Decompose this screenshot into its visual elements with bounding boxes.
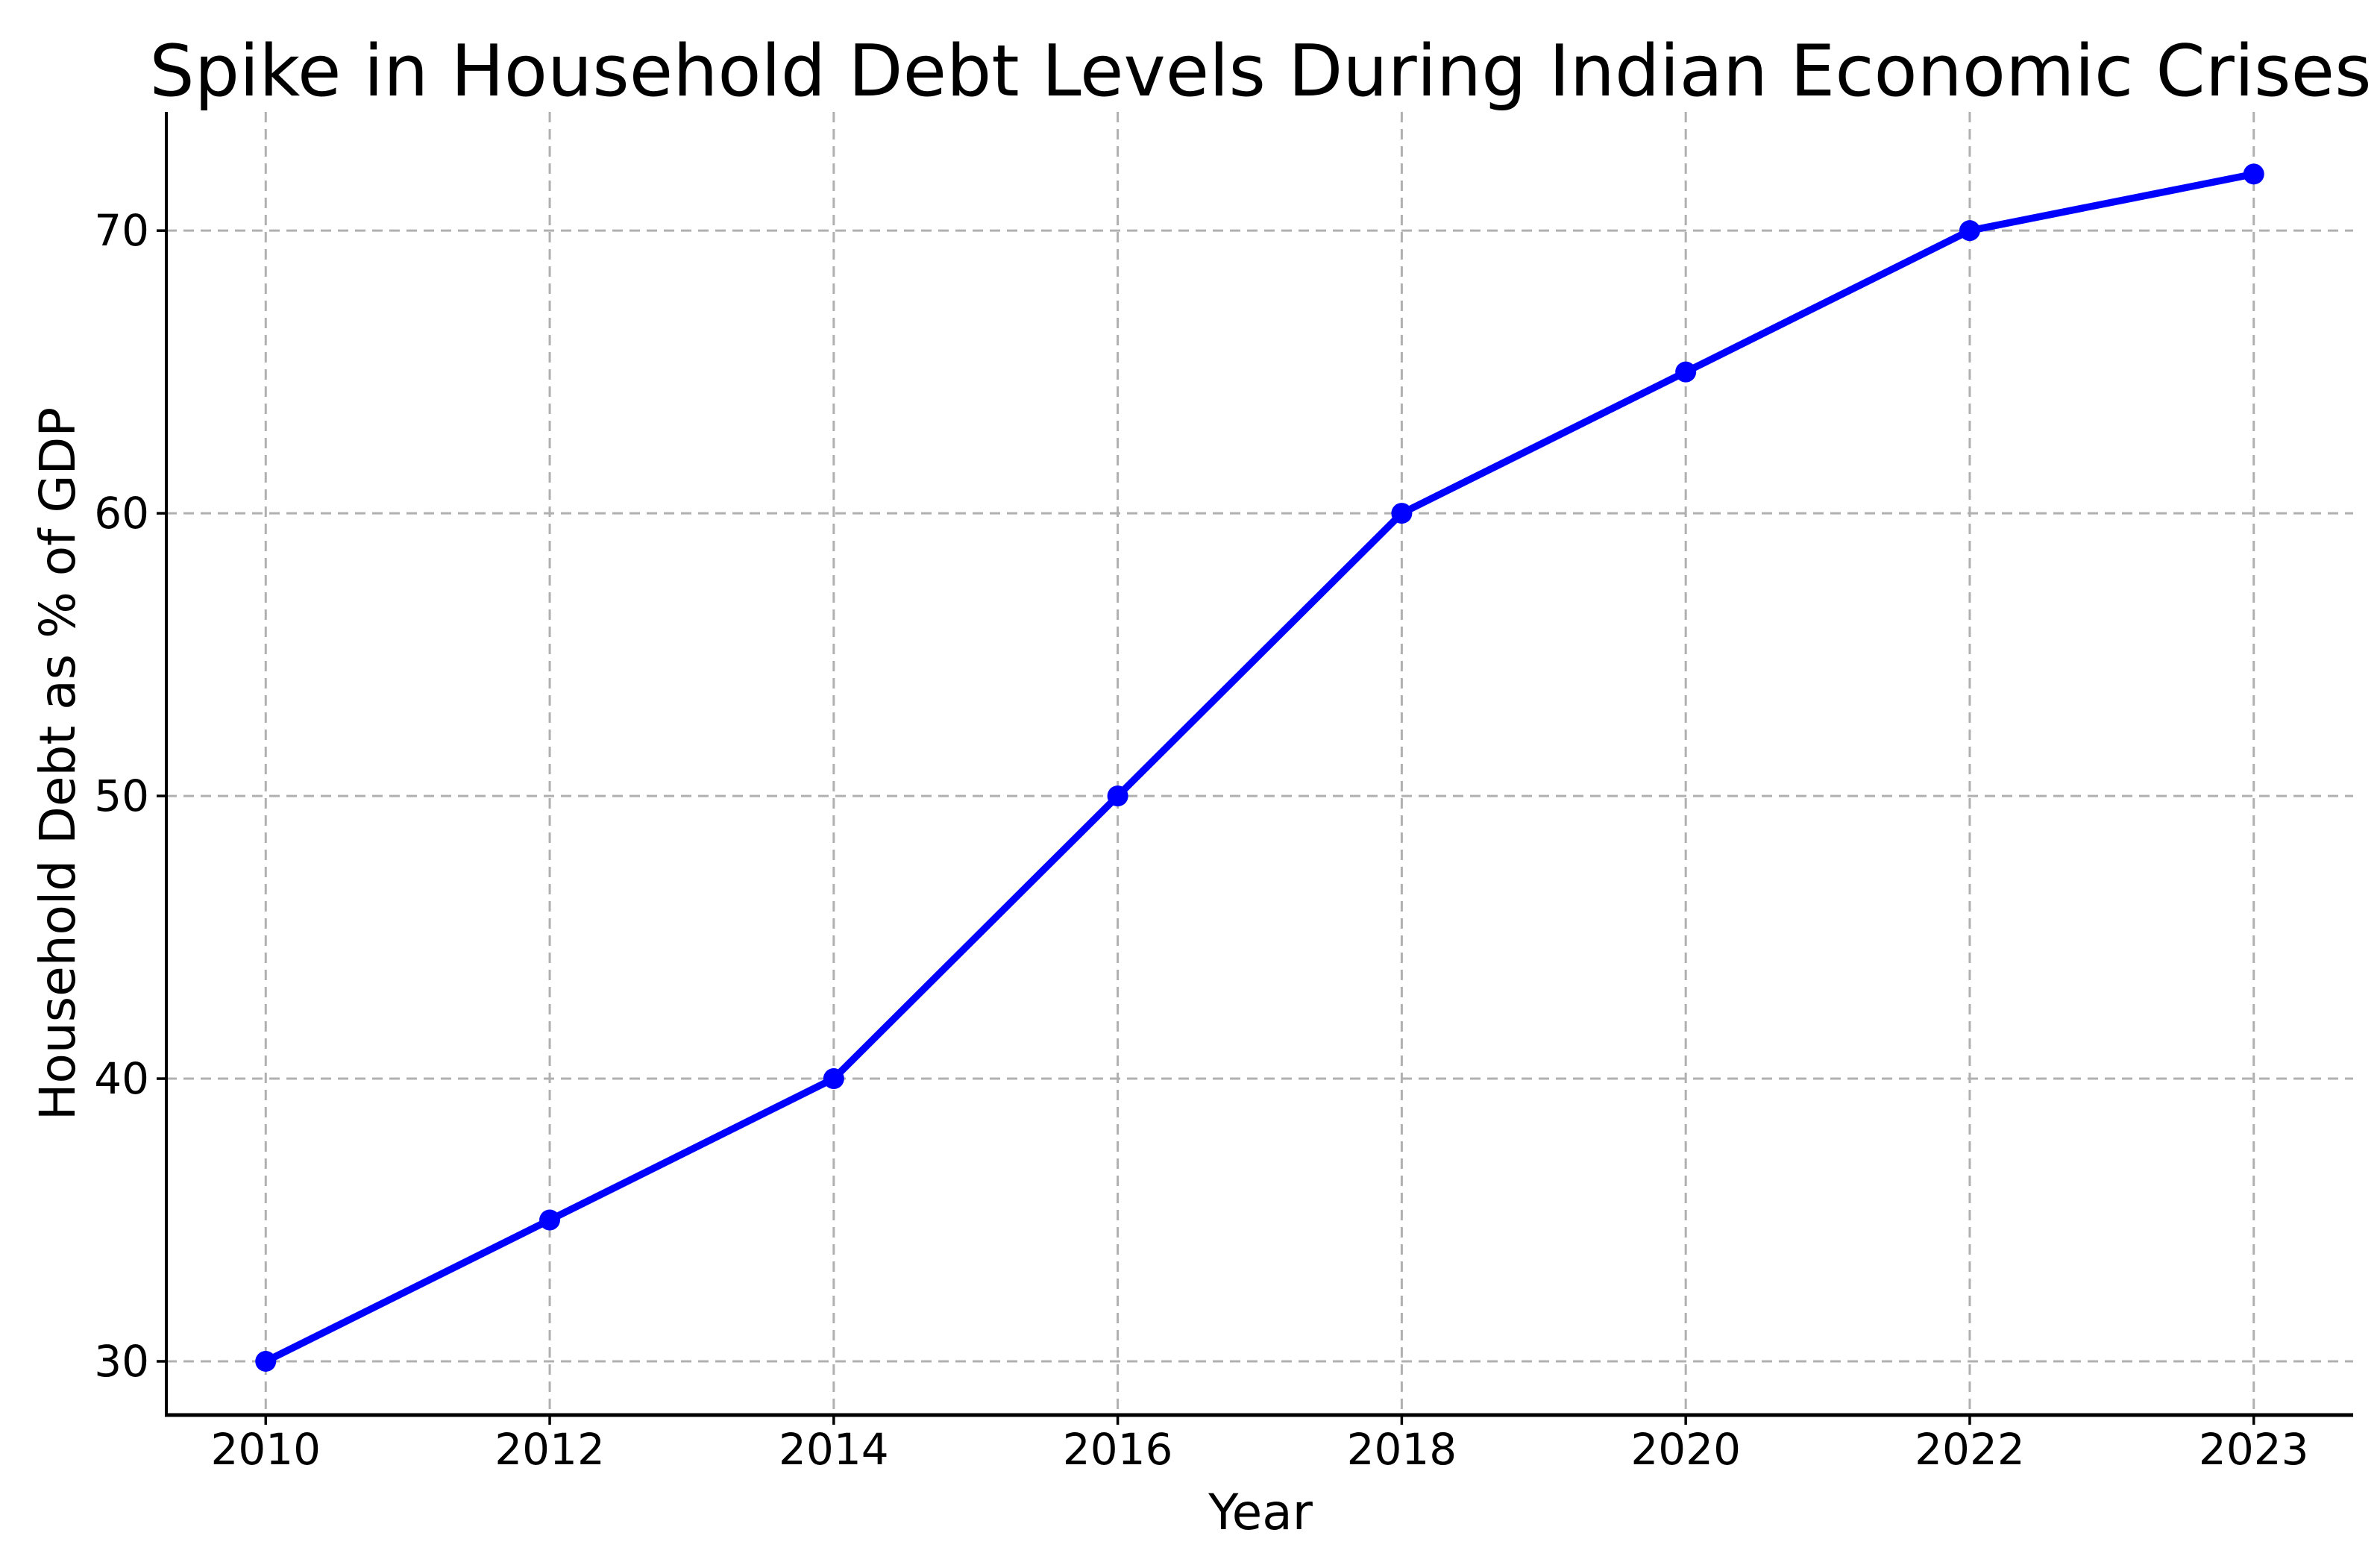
y-tick-label: 30 (94, 1336, 149, 1387)
series-layer (255, 163, 2264, 1372)
text-layer: Spike in Household Debt Levels During In… (29, 31, 2372, 1541)
x-tick-label: 2022 (1915, 1424, 2025, 1475)
data-point-2018 (1391, 503, 1413, 524)
data-point-2023 (2243, 163, 2264, 185)
x-tick-label: 2020 (1630, 1424, 1741, 1475)
x-tick-label: 2016 (1063, 1424, 1173, 1475)
axis-layer: 2010 2012 2014 2016 2018 2020 2022 2023 30 40 50 60… (94, 112, 2353, 1475)
y-tick-label: 70 (94, 205, 149, 256)
y-tick-label: 50 (94, 771, 149, 821)
x-tick-label: 2014 (779, 1424, 889, 1475)
x-tick-label: 2023 (2199, 1424, 2309, 1475)
data-point-2016 (1107, 785, 1128, 807)
grid-layer (166, 112, 2353, 1415)
y-tick-label: 40 (94, 1053, 149, 1104)
x-axis-label: Year (1208, 1484, 1313, 1541)
y-tick-label: 60 (94, 488, 149, 539)
data-point-2014 (823, 1068, 844, 1090)
data-point-2012 (539, 1209, 561, 1231)
x-tick-label: 2012 (494, 1424, 605, 1475)
x-tick-label: 2018 (1347, 1424, 1457, 1475)
series-line (262, 170, 2258, 1365)
data-point-2020 (1675, 361, 1697, 383)
x-tick-label: 2010 (210, 1424, 321, 1475)
y-axis-label: Household Debt as % of GDP (29, 407, 87, 1120)
chart-title: Spike in Household Debt Levels During In… (149, 31, 2371, 113)
data-point-2022 (1959, 220, 1980, 242)
data-point-2010 (255, 1350, 277, 1372)
